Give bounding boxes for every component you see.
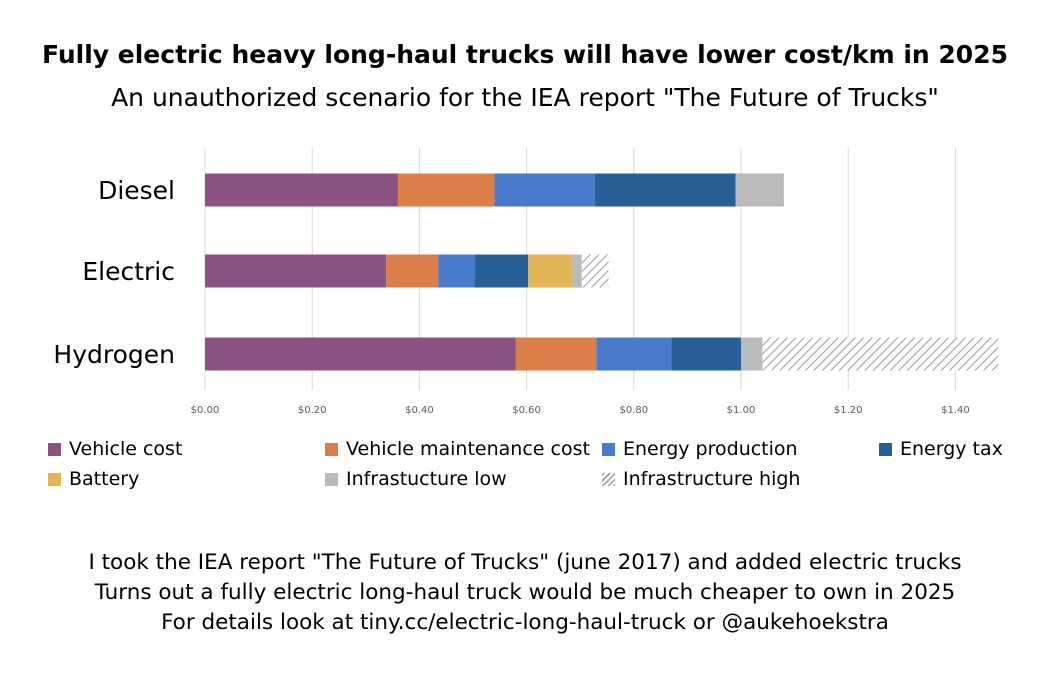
legend-item-energy-tax: Energy tax: [879, 438, 1003, 460]
legend-label: Vehicle cost: [69, 438, 183, 460]
legend-label: Energy production: [623, 438, 798, 460]
legend-swatch: [602, 442, 615, 456]
category-label: Hydrogen: [53, 340, 175, 369]
legend-item-infrastructure-low: Infrastucture low: [325, 468, 507, 490]
legend-swatch: [325, 472, 338, 486]
x-tick-label: $1.00: [727, 405, 756, 416]
x-tick-label: $0.80: [619, 405, 648, 416]
bar-segment: [741, 337, 763, 371]
stacked-bar-chart: $0.00 $0.20 $0.40 $0.60 $0.80 $1.00 $1.20 $1.40…: [53, 148, 999, 416]
x-tick-label: $0.00: [191, 405, 220, 416]
bar-segment: [528, 254, 572, 288]
x-tick-label: $0.20: [298, 405, 327, 416]
chart-subtitle: An unauthorized scenario for the IEA rep…: [111, 83, 939, 112]
footer-line-3: For details look at tiny.cc/electric-lon…: [161, 610, 889, 635]
legend-label: Battery: [69, 468, 140, 490]
bar-segment: [205, 254, 387, 288]
category-label: Electric: [82, 257, 175, 286]
bar-segment: [205, 173, 398, 207]
bar-segment: [671, 337, 741, 371]
legend-item-vehicle-maintenance-cost: Vehicle maintenance cost: [325, 438, 590, 460]
legend-label: Infrastucture low: [346, 468, 507, 490]
x-tick-label: $1.20: [834, 405, 863, 416]
category-label: Diesel: [98, 176, 175, 205]
x-tick-label: $0.40: [405, 405, 434, 416]
legend-swatch: [48, 442, 61, 456]
x-tick-label: $1.40: [941, 405, 970, 416]
bar-segment: [762, 337, 999, 371]
legend-swatch: [48, 472, 61, 486]
legend-label: Vehicle maintenance cost: [346, 438, 590, 460]
x-tick-label: $0.60: [512, 405, 541, 416]
bar-segment: [397, 173, 495, 207]
bar-segment: [596, 337, 672, 371]
legend-swatch: [602, 472, 615, 486]
legend-item-vehicle-cost: Vehicle cost: [48, 438, 182, 460]
legend-label: Energy tax: [900, 438, 1003, 460]
bar-segment: [735, 173, 784, 207]
bar-segment: [205, 337, 516, 371]
bar-segment: [571, 254, 582, 288]
legend-item-energy-production: Energy production: [602, 438, 798, 460]
bar-segment: [494, 173, 595, 207]
legend-swatch: [879, 442, 892, 456]
bar-segment: [515, 337, 597, 371]
bar-segment: [386, 254, 439, 288]
footer-line-1: I took the IEA report "The Future of Tru…: [88, 550, 962, 575]
legend-item-battery: Battery: [48, 468, 139, 490]
legend-swatch: [325, 442, 338, 456]
bar-segment: [594, 173, 736, 207]
chart-title: Fully electric heavy long-haul trucks wi…: [42, 40, 1008, 69]
bar-segment: [438, 254, 475, 288]
bar-segment: [581, 254, 609, 288]
bar-segment: [474, 254, 529, 288]
footer-line-2: Turns out a fully electric long-haul tru…: [94, 580, 956, 605]
footer-notes: I took the IEA report "The Future of Tru…: [0, 548, 1050, 638]
legend-item-infrastructure-high: Infrastructure high: [602, 468, 800, 490]
legend-label: Infrastructure high: [623, 468, 801, 490]
